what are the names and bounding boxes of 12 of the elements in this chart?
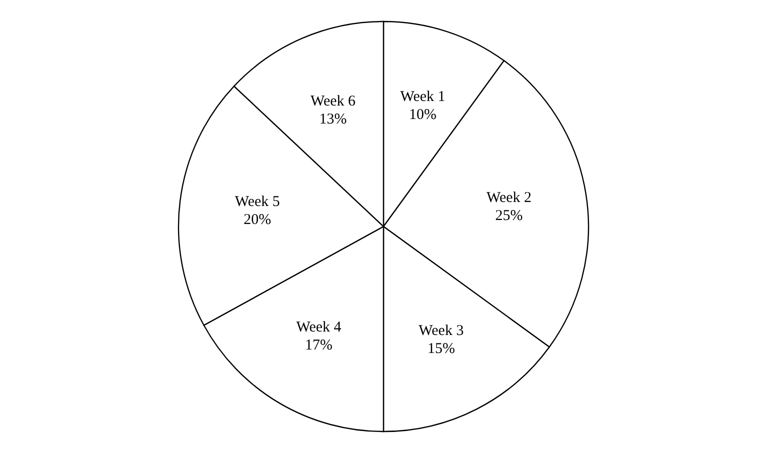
- data-label: 17%: [305, 337, 333, 354]
- slice-label: Week 3: [418, 323, 464, 340]
- slice-label: Week 4: [296, 319, 342, 336]
- data-label: 13%: [319, 111, 347, 128]
- data-label: 25%: [495, 208, 523, 224]
- data-label: 20%: [244, 212, 272, 228]
- slice-label: Week 1: [400, 89, 446, 106]
- data-label: 15%: [427, 341, 455, 358]
- data-label: 10%: [409, 107, 437, 124]
- slice-label: Week 2: [486, 190, 532, 206]
- slice-label: Week 6: [310, 93, 356, 110]
- slice-label: Week 5: [234, 194, 280, 210]
